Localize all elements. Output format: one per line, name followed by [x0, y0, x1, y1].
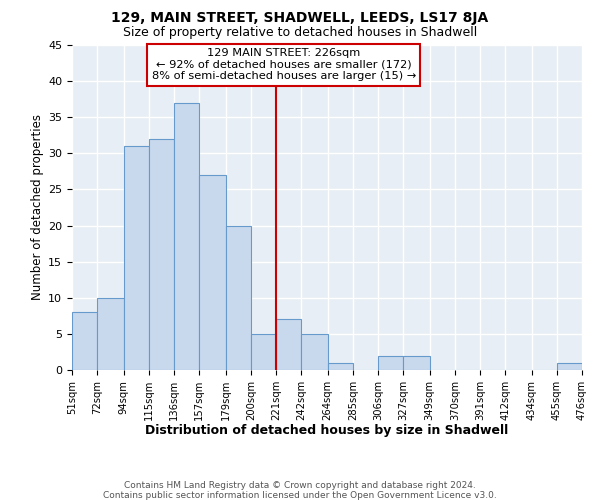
Bar [124, 146, 149, 370]
Y-axis label: Number of detached properties: Number of detached properties [31, 114, 44, 300]
Text: Contains public sector information licensed under the Open Government Licence v3: Contains public sector information licen… [103, 490, 497, 500]
Bar [276, 320, 301, 370]
Bar [226, 226, 251, 370]
Bar [378, 356, 403, 370]
Text: 129, MAIN STREET, SHADWELL, LEEDS, LS17 8JA: 129, MAIN STREET, SHADWELL, LEEDS, LS17 … [112, 11, 488, 25]
Text: Size of property relative to detached houses in Shadwell: Size of property relative to detached ho… [123, 26, 477, 39]
Bar [72, 312, 97, 370]
Text: 129 MAIN STREET: 226sqm
← 92% of detached houses are smaller (172)
8% of semi-de: 129 MAIN STREET: 226sqm ← 92% of detache… [152, 48, 416, 82]
Bar [557, 363, 582, 370]
Bar [328, 363, 353, 370]
Bar [149, 139, 174, 370]
Bar [199, 175, 226, 370]
Bar [174, 103, 199, 370]
Bar [97, 298, 124, 370]
Bar [403, 356, 430, 370]
Bar [251, 334, 276, 370]
Text: Contains HM Land Registry data © Crown copyright and database right 2024.: Contains HM Land Registry data © Crown c… [124, 482, 476, 490]
Bar [301, 334, 328, 370]
X-axis label: Distribution of detached houses by size in Shadwell: Distribution of detached houses by size … [145, 424, 509, 438]
